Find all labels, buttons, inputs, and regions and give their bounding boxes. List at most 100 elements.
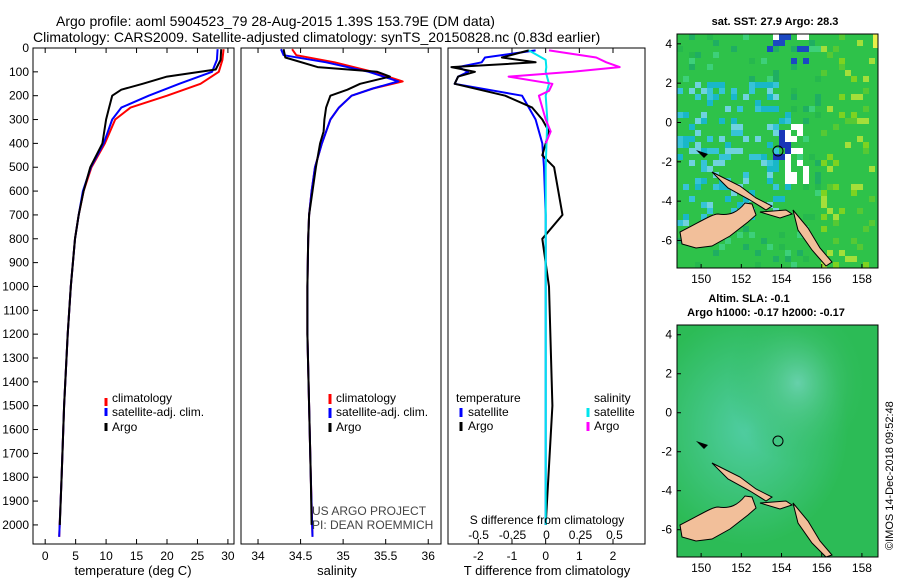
sst-cell	[857, 184, 863, 190]
sst-cell	[839, 94, 845, 100]
sst-cell	[833, 124, 839, 130]
sst-cell	[689, 148, 695, 154]
sst-cell	[785, 118, 791, 124]
sst-cell	[785, 184, 791, 190]
sst-cell	[749, 232, 755, 238]
sst-cell	[713, 82, 719, 88]
sst-cell	[815, 184, 821, 190]
sst-cell	[683, 112, 689, 118]
sst-cell	[815, 100, 821, 106]
sst-cell	[689, 196, 695, 202]
sst-cell	[743, 34, 749, 40]
y-tick-label: 1000	[2, 279, 29, 293]
sst-cell	[839, 34, 845, 40]
sst-cell	[803, 106, 809, 112]
sst-cell	[791, 64, 797, 70]
sst-cell	[737, 130, 743, 136]
pi-credit: PI: DEAN ROEMMICH	[312, 518, 433, 532]
difference-xlabel: T difference from climatology	[464, 563, 631, 578]
lat-tick-label: 4	[665, 328, 672, 342]
sst-cell	[857, 244, 863, 250]
sst-cell	[743, 244, 749, 250]
sst-cell	[779, 40, 785, 46]
series-line-argo	[58, 49, 223, 525]
lat-tick-label: -6	[661, 523, 672, 537]
sst-cell	[803, 58, 809, 64]
sst-cell	[779, 244, 785, 250]
difference-panel: -2 -1 0 1 2 -0.5 -0.25 0 0.25 0.5 T difference fr…	[447, 47, 646, 578]
x-tick-label: 5	[72, 549, 79, 563]
sst-cell	[833, 238, 839, 244]
salinity-panel: 34 34.5 35 35.5 36 salinity climatology sate…	[240, 47, 442, 578]
sst-cell	[761, 160, 767, 166]
sst-cell	[761, 58, 767, 64]
sst-cell	[677, 112, 683, 118]
sst-cell	[779, 196, 785, 202]
sst-cell	[791, 124, 797, 130]
sst-cell	[731, 190, 737, 196]
sst-cell	[701, 118, 707, 124]
x-tick-label: 30	[221, 549, 235, 563]
lat-tick-label: -4	[661, 484, 672, 498]
sst-cell	[785, 256, 791, 262]
sst-map-title: sat. SST: 27.9 Argo: 28.3	[712, 16, 839, 28]
sst-cell	[707, 82, 713, 88]
sst-cell	[719, 136, 725, 142]
sst-cell	[851, 238, 857, 244]
sst-cell	[755, 136, 761, 142]
x-tick-label: 15	[130, 549, 144, 563]
sst-cell	[773, 166, 779, 172]
sst-cell	[797, 160, 803, 166]
sst-cell	[869, 220, 875, 226]
sst-cell	[845, 142, 851, 148]
sst-cell	[809, 40, 815, 46]
sst-cell	[731, 130, 737, 136]
sst-cell	[707, 34, 713, 40]
sst-cell	[755, 250, 761, 256]
sst-cell	[695, 94, 701, 100]
sst-cell	[689, 52, 695, 58]
sst-cell	[773, 70, 779, 76]
sst-cell	[863, 148, 869, 154]
legend-s-argo: Argo	[594, 419, 620, 433]
sst-cell	[821, 70, 827, 76]
sst-cell	[785, 142, 791, 148]
sst-cell	[797, 250, 803, 256]
sst-cell	[707, 88, 713, 94]
y-tick-label: 400	[9, 136, 29, 150]
sst-cell	[851, 112, 857, 118]
legend-t-satellite: satellite	[468, 405, 509, 419]
sst-cell	[791, 136, 797, 142]
sst-cell	[863, 226, 869, 232]
sst-cell	[857, 40, 863, 46]
y-tick-label: 1100	[3, 303, 29, 317]
sst-cell	[833, 46, 839, 52]
sst-cell	[863, 76, 869, 82]
sst-cell	[827, 106, 833, 112]
x-tick-label: 10	[99, 549, 113, 563]
sst-cell	[707, 148, 713, 154]
sst-cell	[827, 208, 833, 214]
sst-cell	[707, 64, 713, 70]
sst-cell	[791, 172, 797, 178]
sst-cell	[767, 46, 773, 52]
sst-cell	[695, 82, 701, 88]
sst-cell	[785, 166, 791, 172]
sst-cell	[857, 118, 863, 124]
sst-cell	[845, 256, 851, 262]
sst-cell	[767, 124, 773, 130]
sst-cell	[689, 160, 695, 166]
sst-cell	[701, 88, 707, 94]
sst-cell	[815, 190, 821, 196]
sst-cell	[857, 94, 863, 100]
sst-cell	[695, 118, 701, 124]
sst-cell	[815, 178, 821, 184]
sst-cell	[851, 94, 857, 100]
sst-cell	[719, 154, 725, 160]
sst-cell	[815, 76, 821, 82]
sst-cell	[737, 202, 743, 208]
legend-salinity-title: salinity	[594, 391, 631, 405]
sst-cell	[785, 172, 791, 178]
sst-cell	[719, 82, 725, 88]
sst-cell	[701, 202, 707, 208]
